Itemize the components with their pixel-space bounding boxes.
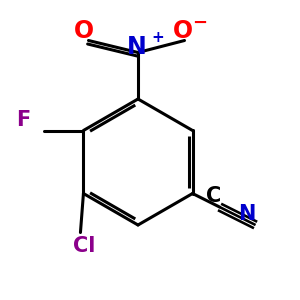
Text: O: O — [74, 20, 94, 44]
Text: −: − — [192, 14, 207, 32]
Text: +: + — [152, 30, 164, 45]
Text: Cl: Cl — [73, 236, 95, 256]
Text: O: O — [173, 20, 193, 44]
Text: C: C — [206, 187, 221, 206]
Text: N: N — [127, 34, 146, 58]
Text: F: F — [16, 110, 30, 130]
Text: N: N — [238, 205, 256, 224]
